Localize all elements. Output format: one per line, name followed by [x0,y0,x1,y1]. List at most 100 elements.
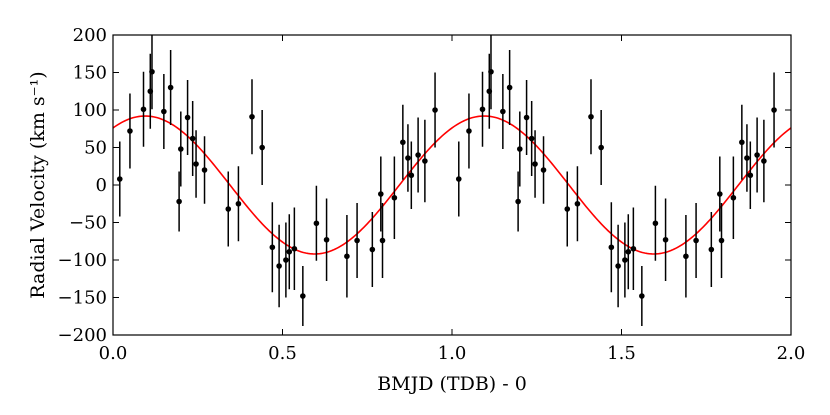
data-point [300,266,306,326]
data-marker [730,194,737,201]
data-marker [178,146,184,152]
data-point [405,124,411,192]
data-marker [127,128,133,134]
data-marker [422,158,428,164]
x-tick-label: 0.0 [99,343,128,364]
data-point [488,35,494,110]
data-marker [140,106,147,113]
data-marker [739,139,745,146]
data-point [564,171,571,247]
data-marker [771,107,777,113]
data-marker [167,84,174,91]
data-point [683,215,689,298]
data-point [693,203,699,278]
data-point [761,119,767,203]
model-curve [113,115,791,255]
data-point [422,119,428,203]
data-marker [116,176,123,182]
data-marker [625,248,632,255]
y-tick-label: −200 [58,325,107,346]
data-point [540,136,547,204]
data-marker [369,246,376,253]
data-marker [588,113,594,120]
data-point [415,117,421,193]
data-point [662,198,669,281]
data-point [167,50,174,125]
data-point [189,101,196,176]
data-marker [344,253,350,260]
data-point [140,71,147,147]
data-point [744,124,750,192]
data-marker [515,198,521,205]
x-tick-label: 0.5 [268,343,297,364]
data-marker [391,194,398,201]
data-point [639,266,645,326]
data-point [184,80,191,155]
x-tick-label: 2.0 [777,343,806,364]
data-point [500,74,506,149]
data-point [574,166,581,242]
y-tick-label: 200 [73,25,107,46]
data-marker [747,172,754,179]
ticks-layer: 0.0 0.5 1.0 1.5 2.0 −200 −150 −100 −50 0 50 100 150 2… [58,25,806,364]
data-point [598,110,604,185]
data-point [378,156,384,232]
data-point [354,203,360,278]
data-marker [532,161,538,167]
y-tick-label: −100 [58,250,107,271]
data-marker [193,161,199,167]
data-marker [528,135,535,142]
data-point [369,212,376,287]
data-marker [249,113,255,120]
data-point [259,110,265,185]
y-axis-title: Radial Velocity (km s⁻¹) [27,71,49,298]
data-point [161,74,167,149]
data-point [176,171,182,232]
data-marker [598,144,604,151]
data-marker [564,206,571,212]
data-marker [408,172,415,179]
data-point [730,156,737,239]
y-tick-label: −150 [58,288,107,309]
observations-layer [116,35,777,326]
data-point [235,166,242,242]
data-point [344,215,350,298]
data-marker [276,263,282,269]
data-marker [540,167,547,173]
data-marker [149,68,155,75]
data-marker [466,128,472,134]
data-point [608,202,615,293]
data-marker [300,293,306,299]
data-point [771,72,777,148]
data-marker [574,200,581,207]
data-point [249,79,255,155]
data-point [528,101,535,176]
data-marker [744,155,750,161]
data-marker [517,146,523,152]
data-marker [269,244,276,251]
data-point [379,203,386,278]
data-marker [400,139,406,146]
data-point [455,141,462,217]
data-marker [235,200,242,207]
x-tick-label: 1.0 [438,343,467,364]
data-marker [683,253,689,260]
data-point [630,207,637,290]
data-point [432,72,438,148]
y-tick-label: 50 [84,138,107,159]
data-point [479,71,486,147]
data-point [718,203,725,278]
data-marker [523,114,530,121]
data-marker [754,152,760,158]
data-marker [622,257,628,263]
data-marker [291,245,298,252]
data-marker [415,152,421,158]
data-point [149,35,155,110]
data-point [313,185,320,261]
data-marker [184,114,191,121]
data-marker [286,248,293,255]
model-curve-layer [113,115,791,255]
data-marker [479,106,486,113]
